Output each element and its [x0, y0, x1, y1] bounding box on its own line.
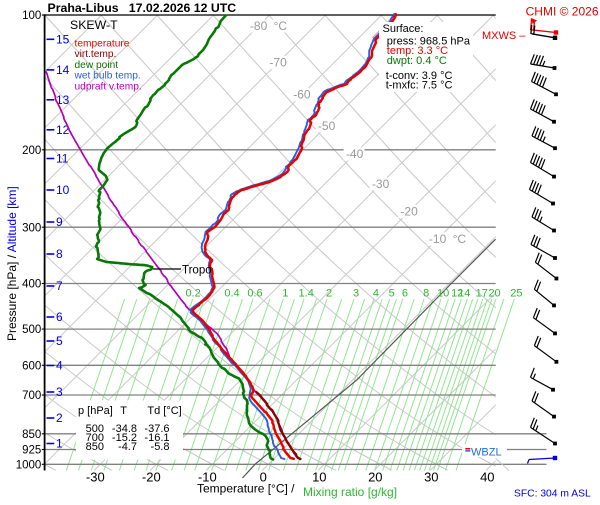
svg-text:14: 14	[56, 63, 70, 77]
svg-text:1: 1	[282, 288, 288, 300]
svg-text:17: 17	[476, 288, 488, 300]
svg-text:300: 300	[22, 222, 41, 234]
svg-text:-30: -30	[86, 470, 105, 485]
svg-text:SFC: 304 m ASL: SFC: 304 m ASL	[514, 489, 591, 500]
svg-text:MXWS –: MXWS –	[482, 30, 526, 42]
svg-text:-70: -70	[269, 56, 287, 70]
svg-text:14: 14	[458, 288, 470, 300]
svg-text:-40: -40	[346, 147, 364, 161]
svg-text:Mixing ratio [g/kg]: Mixing ratio [g/kg]	[303, 485, 397, 499]
svg-text:-34.8: -34.8	[112, 423, 137, 435]
svg-text:Tropo: Tropo	[182, 265, 212, 277]
svg-text:2: 2	[56, 411, 63, 425]
svg-text:-15.2: -15.2	[112, 432, 137, 444]
svg-text:WBZL: WBZL	[471, 446, 502, 458]
svg-text:500: 500	[22, 324, 41, 336]
svg-text:5: 5	[56, 334, 63, 348]
svg-text:1.4: 1.4	[299, 288, 314, 300]
svg-text:-30: -30	[372, 177, 390, 191]
svg-text:20: 20	[368, 470, 382, 485]
svg-text:10: 10	[437, 288, 449, 300]
svg-text:13: 13	[56, 93, 70, 107]
svg-text:-4.7: -4.7	[118, 441, 137, 453]
svg-text:dew point: dew point	[75, 60, 119, 71]
svg-text:700: 700	[86, 432, 104, 444]
svg-text:4: 4	[373, 288, 379, 300]
svg-text:4: 4	[56, 359, 63, 373]
svg-text:Praha-Libus 17.02.2026 12 UT: Praha-Libus 17.02.2026 12 UTC	[48, 1, 237, 15]
svg-text:t-conv: 3.9 °C: t-conv: 3.9 °C	[386, 70, 453, 82]
svg-text:200: 200	[22, 145, 41, 157]
svg-text:SKEW-T: SKEW-T	[70, 18, 118, 32]
svg-text:temp: 3.3 °C: temp: 3.3 °C	[387, 45, 448, 57]
svg-text:3: 3	[353, 288, 359, 300]
svg-text:t-mxfc: 7.5 °C: t-mxfc: 7.5 °C	[386, 79, 453, 91]
svg-text:15: 15	[56, 33, 70, 47]
svg-text:Pressure [hPa] / Altitude [k: Pressure [hPa] / Altitude [km]	[5, 186, 19, 341]
svg-text:12: 12	[56, 123, 70, 137]
svg-text:-50: -50	[318, 119, 336, 133]
svg-text:12: 12	[451, 288, 463, 300]
svg-text:5: 5	[389, 288, 395, 300]
svg-text:8: 8	[56, 247, 63, 261]
svg-text:40: 40	[480, 470, 494, 485]
svg-text:2: 2	[326, 288, 332, 300]
svg-text:°C: °C	[274, 19, 288, 33]
svg-text:6: 6	[56, 310, 63, 324]
svg-text:20: 20	[488, 288, 500, 300]
svg-text:p [hPa]: p [hPa]	[78, 405, 113, 417]
svg-text:925: 925	[22, 445, 41, 457]
svg-text:T: T	[120, 405, 127, 417]
svg-text:1: 1	[56, 437, 63, 451]
svg-text:udpraft v.temp.: udpraft v.temp.	[75, 81, 142, 92]
svg-text:temperature: temperature	[75, 38, 130, 49]
svg-text:Temperature [°C] /: Temperature [°C] /	[197, 482, 295, 496]
svg-text:30: 30	[424, 470, 438, 485]
svg-text:-60: -60	[293, 88, 311, 102]
svg-text:press: 968.5 hPa: press: 968.5 hPa	[387, 35, 471, 47]
svg-text:-80: -80	[250, 19, 268, 33]
svg-text:-5.8: -5.8	[151, 441, 170, 453]
svg-text:9: 9	[56, 215, 63, 229]
svg-text:-20: -20	[400, 205, 418, 219]
svg-text:25: 25	[510, 288, 522, 300]
svg-text:-10: -10	[429, 232, 447, 246]
svg-text:850: 850	[86, 441, 104, 453]
svg-text:7: 7	[56, 279, 63, 293]
svg-text:10: 10	[312, 470, 326, 485]
svg-text:CHMI © 2026: CHMI © 2026	[526, 5, 599, 19]
svg-text:virt.temp.: virt.temp.	[75, 49, 117, 60]
svg-text:0.4: 0.4	[224, 288, 239, 300]
svg-text:-37.6: -37.6	[144, 423, 169, 435]
svg-text:dwpt: 0.4 °C: dwpt: 0.4 °C	[387, 55, 447, 67]
svg-text:500: 500	[86, 423, 104, 435]
svg-text:8: 8	[423, 288, 429, 300]
svg-text:-20: -20	[142, 470, 161, 485]
svg-text:0.6: 0.6	[247, 288, 262, 300]
svg-text:0: 0	[260, 470, 267, 485]
svg-text:600: 600	[22, 360, 41, 372]
svg-text:Td [°C]: Td [°C]	[147, 405, 181, 417]
svg-text:-16.1: -16.1	[144, 432, 169, 444]
svg-text:400: 400	[22, 279, 41, 291]
svg-text:-10: -10	[198, 470, 217, 485]
svg-text:100: 100	[22, 10, 41, 22]
svg-text:6: 6	[402, 288, 408, 300]
svg-text:1000: 1000	[16, 459, 42, 471]
svg-text:10: 10	[56, 183, 70, 197]
svg-text:700: 700	[22, 390, 41, 402]
svg-text:°C: °C	[453, 232, 467, 246]
svg-text:Surface:: Surface:	[383, 23, 424, 35]
svg-text:850: 850	[22, 429, 41, 441]
svg-text:0.2: 0.2	[185, 288, 200, 300]
svg-text:wet bulb temp.: wet bulb temp.	[74, 71, 141, 82]
svg-text:3: 3	[56, 385, 63, 399]
svg-text:11: 11	[56, 152, 69, 166]
